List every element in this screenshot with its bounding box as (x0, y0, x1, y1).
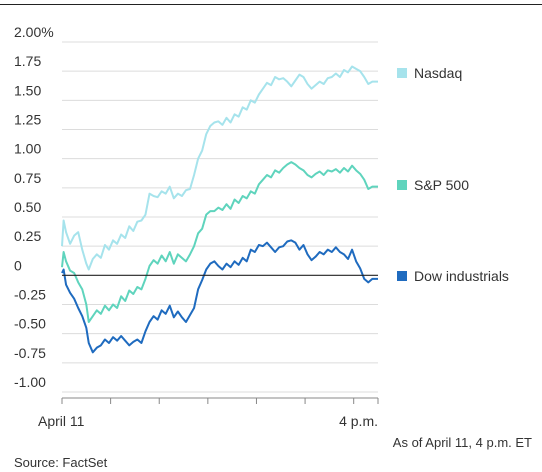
series-line (61, 65, 378, 271)
y-tick-label: 1.00 (14, 141, 41, 157)
series-line (61, 239, 378, 354)
legend-swatch (397, 68, 407, 78)
y-tick-label: -0.75 (14, 345, 46, 361)
legend-swatch (397, 271, 407, 281)
y-tick-label: 1.50 (14, 82, 41, 98)
series-line (61, 161, 378, 323)
top-rule (0, 4, 542, 5)
x-tick-label: 4 p.m. (339, 413, 378, 429)
y-tick-label: -0.50 (14, 316, 46, 332)
legend-label: Nasdaq (414, 65, 462, 81)
legend-label: Dow industrials (414, 268, 509, 284)
legend-label: S&P 500 (414, 177, 469, 193)
as-of-note: As of April 11, 4 p.m. ET (392, 435, 532, 450)
y-tick-label: 0.50 (14, 199, 41, 215)
y-tick-label: 2.00% (14, 24, 54, 40)
legend-swatch (397, 180, 407, 190)
x-tick-label: April 11 (38, 413, 85, 429)
y-tick-label: 1.25 (14, 112, 41, 128)
y-tick-label: 1.75 (14, 53, 41, 69)
y-tick-label: 0.25 (14, 228, 41, 244)
y-tick-label: 0.75 (14, 170, 41, 186)
y-tick-label: -1.00 (14, 374, 46, 390)
source-note: Source: FactSet (14, 455, 108, 470)
y-tick-label: -0.25 (14, 287, 46, 303)
y-tick-label: 0 (14, 257, 22, 273)
